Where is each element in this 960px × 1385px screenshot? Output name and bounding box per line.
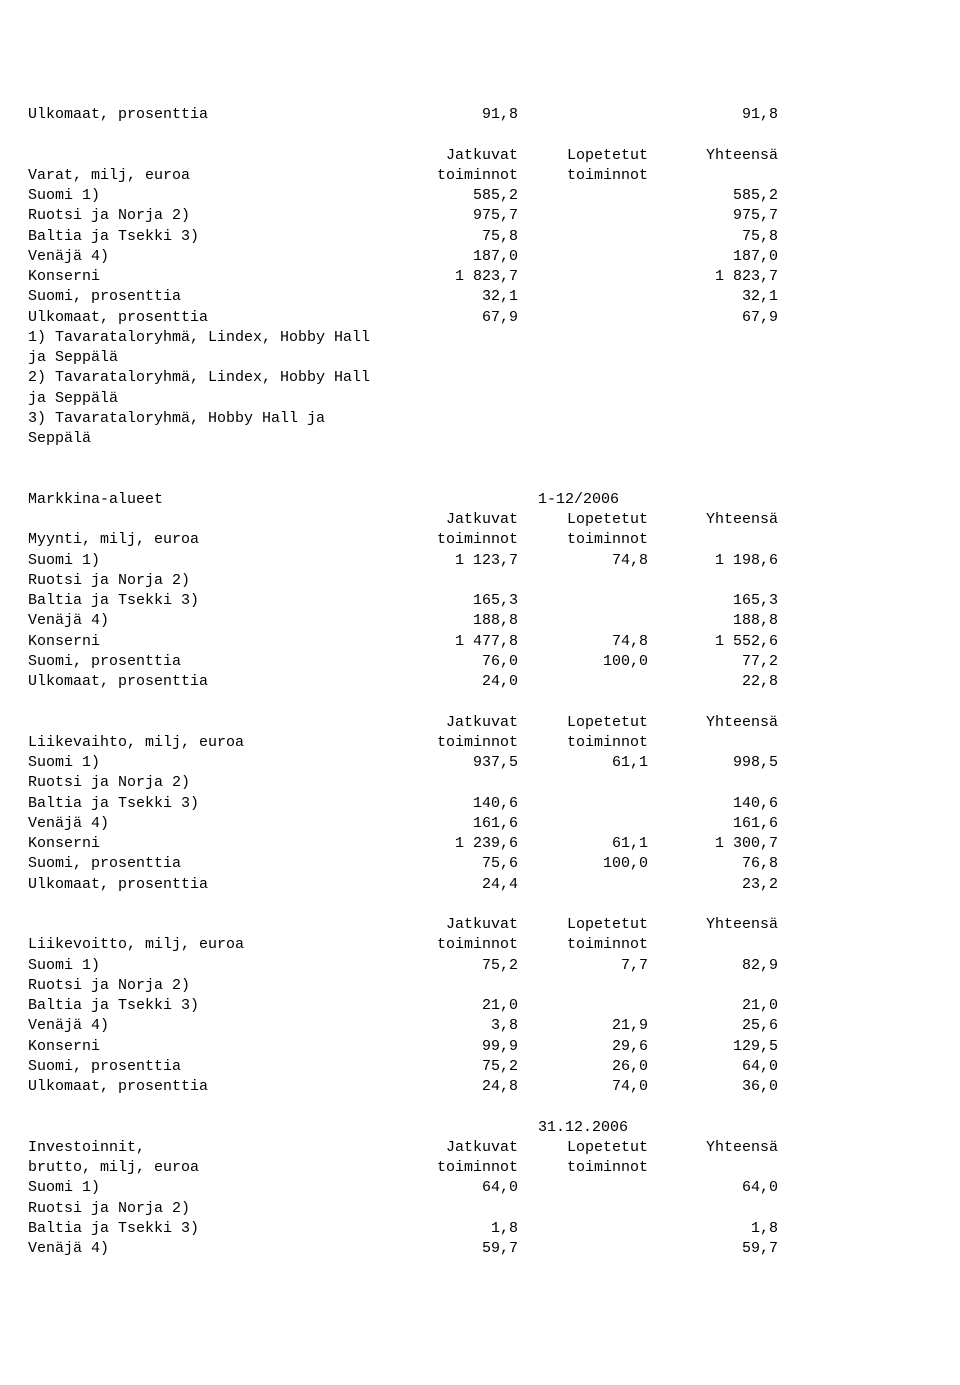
table-row: Konserni1 823,71 823,7 [28,267,932,287]
table-row: Ulkomaat, prosenttia24,874,036,0 [28,1077,932,1097]
table-row: Venäjä 4)161,6161,6 [28,814,932,834]
table-row: Suomi, prosenttia76,0100,077,2 [28,652,932,672]
table-row: Konserni1 477,874,81 552,6 [28,632,932,652]
table-row: Suomi 1)75,27,782,9 [28,956,932,976]
table-row: Ruotsi ja Norja 2) [28,1199,932,1219]
table-row: Suomi, prosenttia75,226,064,0 [28,1057,932,1077]
investoinnit-header-1: Investoinnit,JatkuvatLopetetutYhteensä [28,1138,932,1158]
footnote-3: 3) Tavarataloryhmä, Hobby Hall ja [28,409,932,429]
table-row: Konserni1 239,661,11 300,7 [28,834,932,854]
investoinnit-header-2: brutto, milj, euroatoiminnottoiminnot [28,1158,932,1178]
myynti-header-1: JatkuvatLopetetutYhteensä [28,510,932,530]
table-row: Ruotsi ja Norja 2)975,7975,7 [28,206,932,226]
liikevaihto-header-1: JatkuvatLopetetutYhteensä [28,713,932,733]
varat-header-1: JatkuvatLopetetutYhteensä [28,146,932,166]
liikevaihto-header-2: Liikevaihto, milj, euroatoiminnottoiminn… [28,733,932,753]
table-row: Ruotsi ja Norja 2) [28,571,932,591]
varat-header-2: Varat, milj, euroatoiminnottoiminnot [28,166,932,186]
blank-line [28,1097,932,1117]
footnote-2: 2) Tavarataloryhmä, Lindex, Hobby Hall [28,368,932,388]
table-row: Venäjä 4)3,821,925,6 [28,1016,932,1036]
footnote-2b: ja Seppälä [28,389,932,409]
table-row: Ruotsi ja Norja 2) [28,773,932,793]
investoinnit-date: 31.12.2006 [28,1118,932,1138]
table-row: Konserni99,929,6129,5 [28,1037,932,1057]
table-row: Baltia ja Tsekki 3)165,3165,3 [28,591,932,611]
blank-line [28,449,932,469]
table-row: Venäjä 4)59,759,7 [28,1239,932,1259]
ulkomaat-top: Ulkomaat, prosenttia91,891,8 [28,105,932,125]
footnote-3b: Seppälä [28,429,932,449]
table-row: Suomi 1)64,064,0 [28,1178,932,1198]
markkina-title: Markkina-alueet1-12/2006 [28,490,932,510]
table-row: Baltia ja Tsekki 3)140,6140,6 [28,794,932,814]
table-row: Suomi, prosenttia32,132,1 [28,287,932,307]
blank-line [28,692,932,712]
blank-line [28,125,932,145]
table-row: Ulkomaat, prosenttia24,423,2 [28,875,932,895]
myynti-header-2: Myynti, milj, euroatoiminnottoiminnot [28,530,932,550]
table-row: Venäjä 4)187,0187,0 [28,247,932,267]
table-row: Ruotsi ja Norja 2) [28,976,932,996]
footnote-1b: ja Seppälä [28,348,932,368]
blank-line [28,895,932,915]
table-row: Baltia ja Tsekki 3)21,021,0 [28,996,932,1016]
table-row: Suomi 1)585,2585,2 [28,186,932,206]
table-row: Ulkomaat, prosenttia24,022,8 [28,672,932,692]
table-row: Venäjä 4)188,8188,8 [28,611,932,631]
blank-line [28,470,932,490]
table-row: Suomi, prosenttia75,6100,076,8 [28,854,932,874]
liikevoitto-header-2: Liikevoitto, milj, euroatoiminnottoiminn… [28,935,932,955]
footnote-1: 1) Tavarataloryhmä, Lindex, Hobby Hall [28,328,932,348]
liikevoitto-header-1: JatkuvatLopetetutYhteensä [28,915,932,935]
table-row: Baltia ja Tsekki 3)75,875,8 [28,227,932,247]
table-row: Ulkomaat, prosenttia67,967,9 [28,308,932,328]
table-row: Suomi 1)1 123,774,81 198,6 [28,551,932,571]
table-row: Suomi 1)937,561,1998,5 [28,753,932,773]
table-row: Baltia ja Tsekki 3)1,81,8 [28,1219,932,1239]
